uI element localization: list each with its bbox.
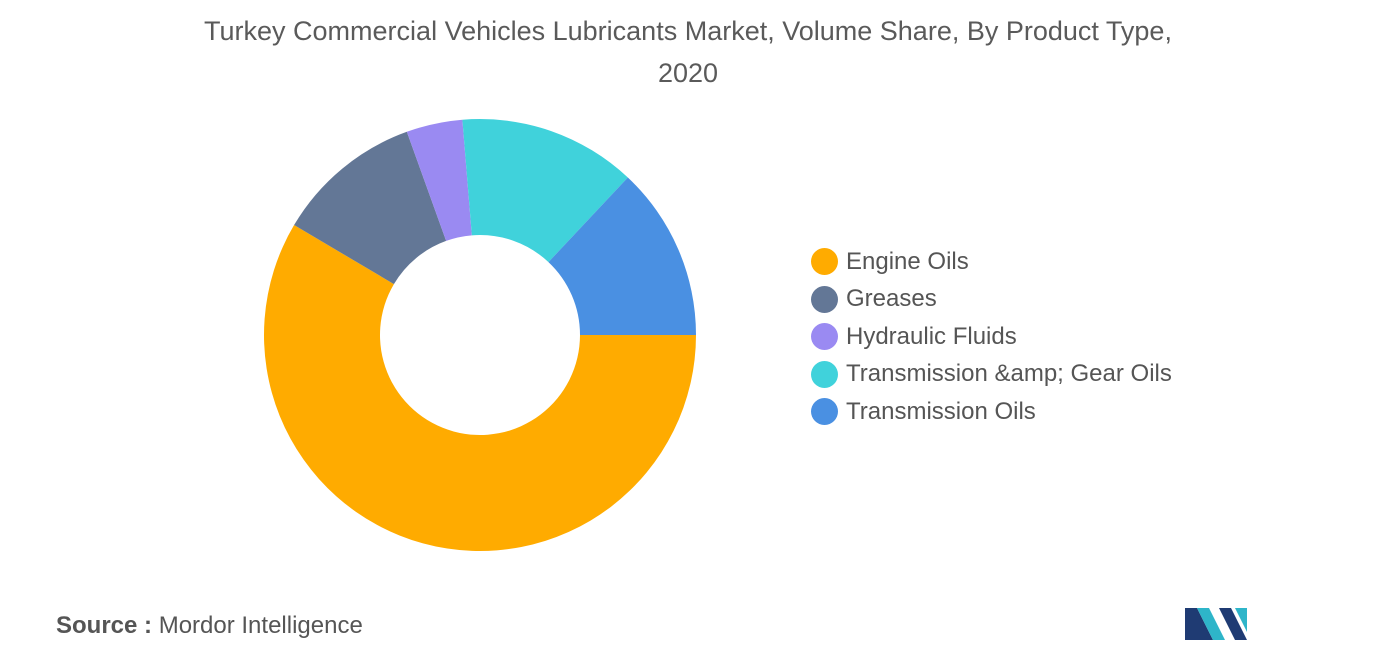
legend-item: Hydraulic Fluids xyxy=(811,318,1172,356)
legend-swatch xyxy=(811,360,838,388)
legend-item: Transmission Oils xyxy=(811,393,1172,431)
source-name: Mordor Intelligence xyxy=(158,612,363,639)
donut-slices xyxy=(264,119,696,551)
legend-label: Transmission Oils xyxy=(846,397,1036,425)
donut-slice-transmission-amp-gear-oils xyxy=(462,119,628,263)
source-note: Source : Mordor Intelligence xyxy=(56,612,363,640)
legend-label: Hydraulic Fluids xyxy=(846,322,1017,350)
donut-slice-hydraulic-fluids xyxy=(406,119,472,241)
legend-swatch xyxy=(811,248,838,276)
legend-label: Engine Oils xyxy=(846,247,969,275)
legend-item: Engine Oils xyxy=(811,243,1172,281)
chart-legend: Engine Oils Greases Hydraulic Fluids Transm… xyxy=(811,243,1172,431)
donut-slice-greases xyxy=(294,131,447,285)
legend-label: Transmission &amp; Gear Oils xyxy=(846,360,1172,388)
source-prefix: Source : xyxy=(56,612,153,639)
donut-slice-transmission-oils xyxy=(548,177,696,335)
legend-item: Greases xyxy=(811,281,1172,319)
donut-slice-engine-oils xyxy=(264,225,696,551)
legend-item: Transmission &amp; Gear Oils xyxy=(811,356,1172,394)
chart-title: Turkey Commercial Vehicles Lubricants Ma… xyxy=(204,16,1172,88)
legend-swatch xyxy=(811,323,838,351)
legend-swatch xyxy=(811,398,838,426)
legend-swatch xyxy=(811,285,838,313)
mordor-intelligence-logo-icon xyxy=(1185,608,1247,640)
legend-label: Greases xyxy=(846,285,937,313)
